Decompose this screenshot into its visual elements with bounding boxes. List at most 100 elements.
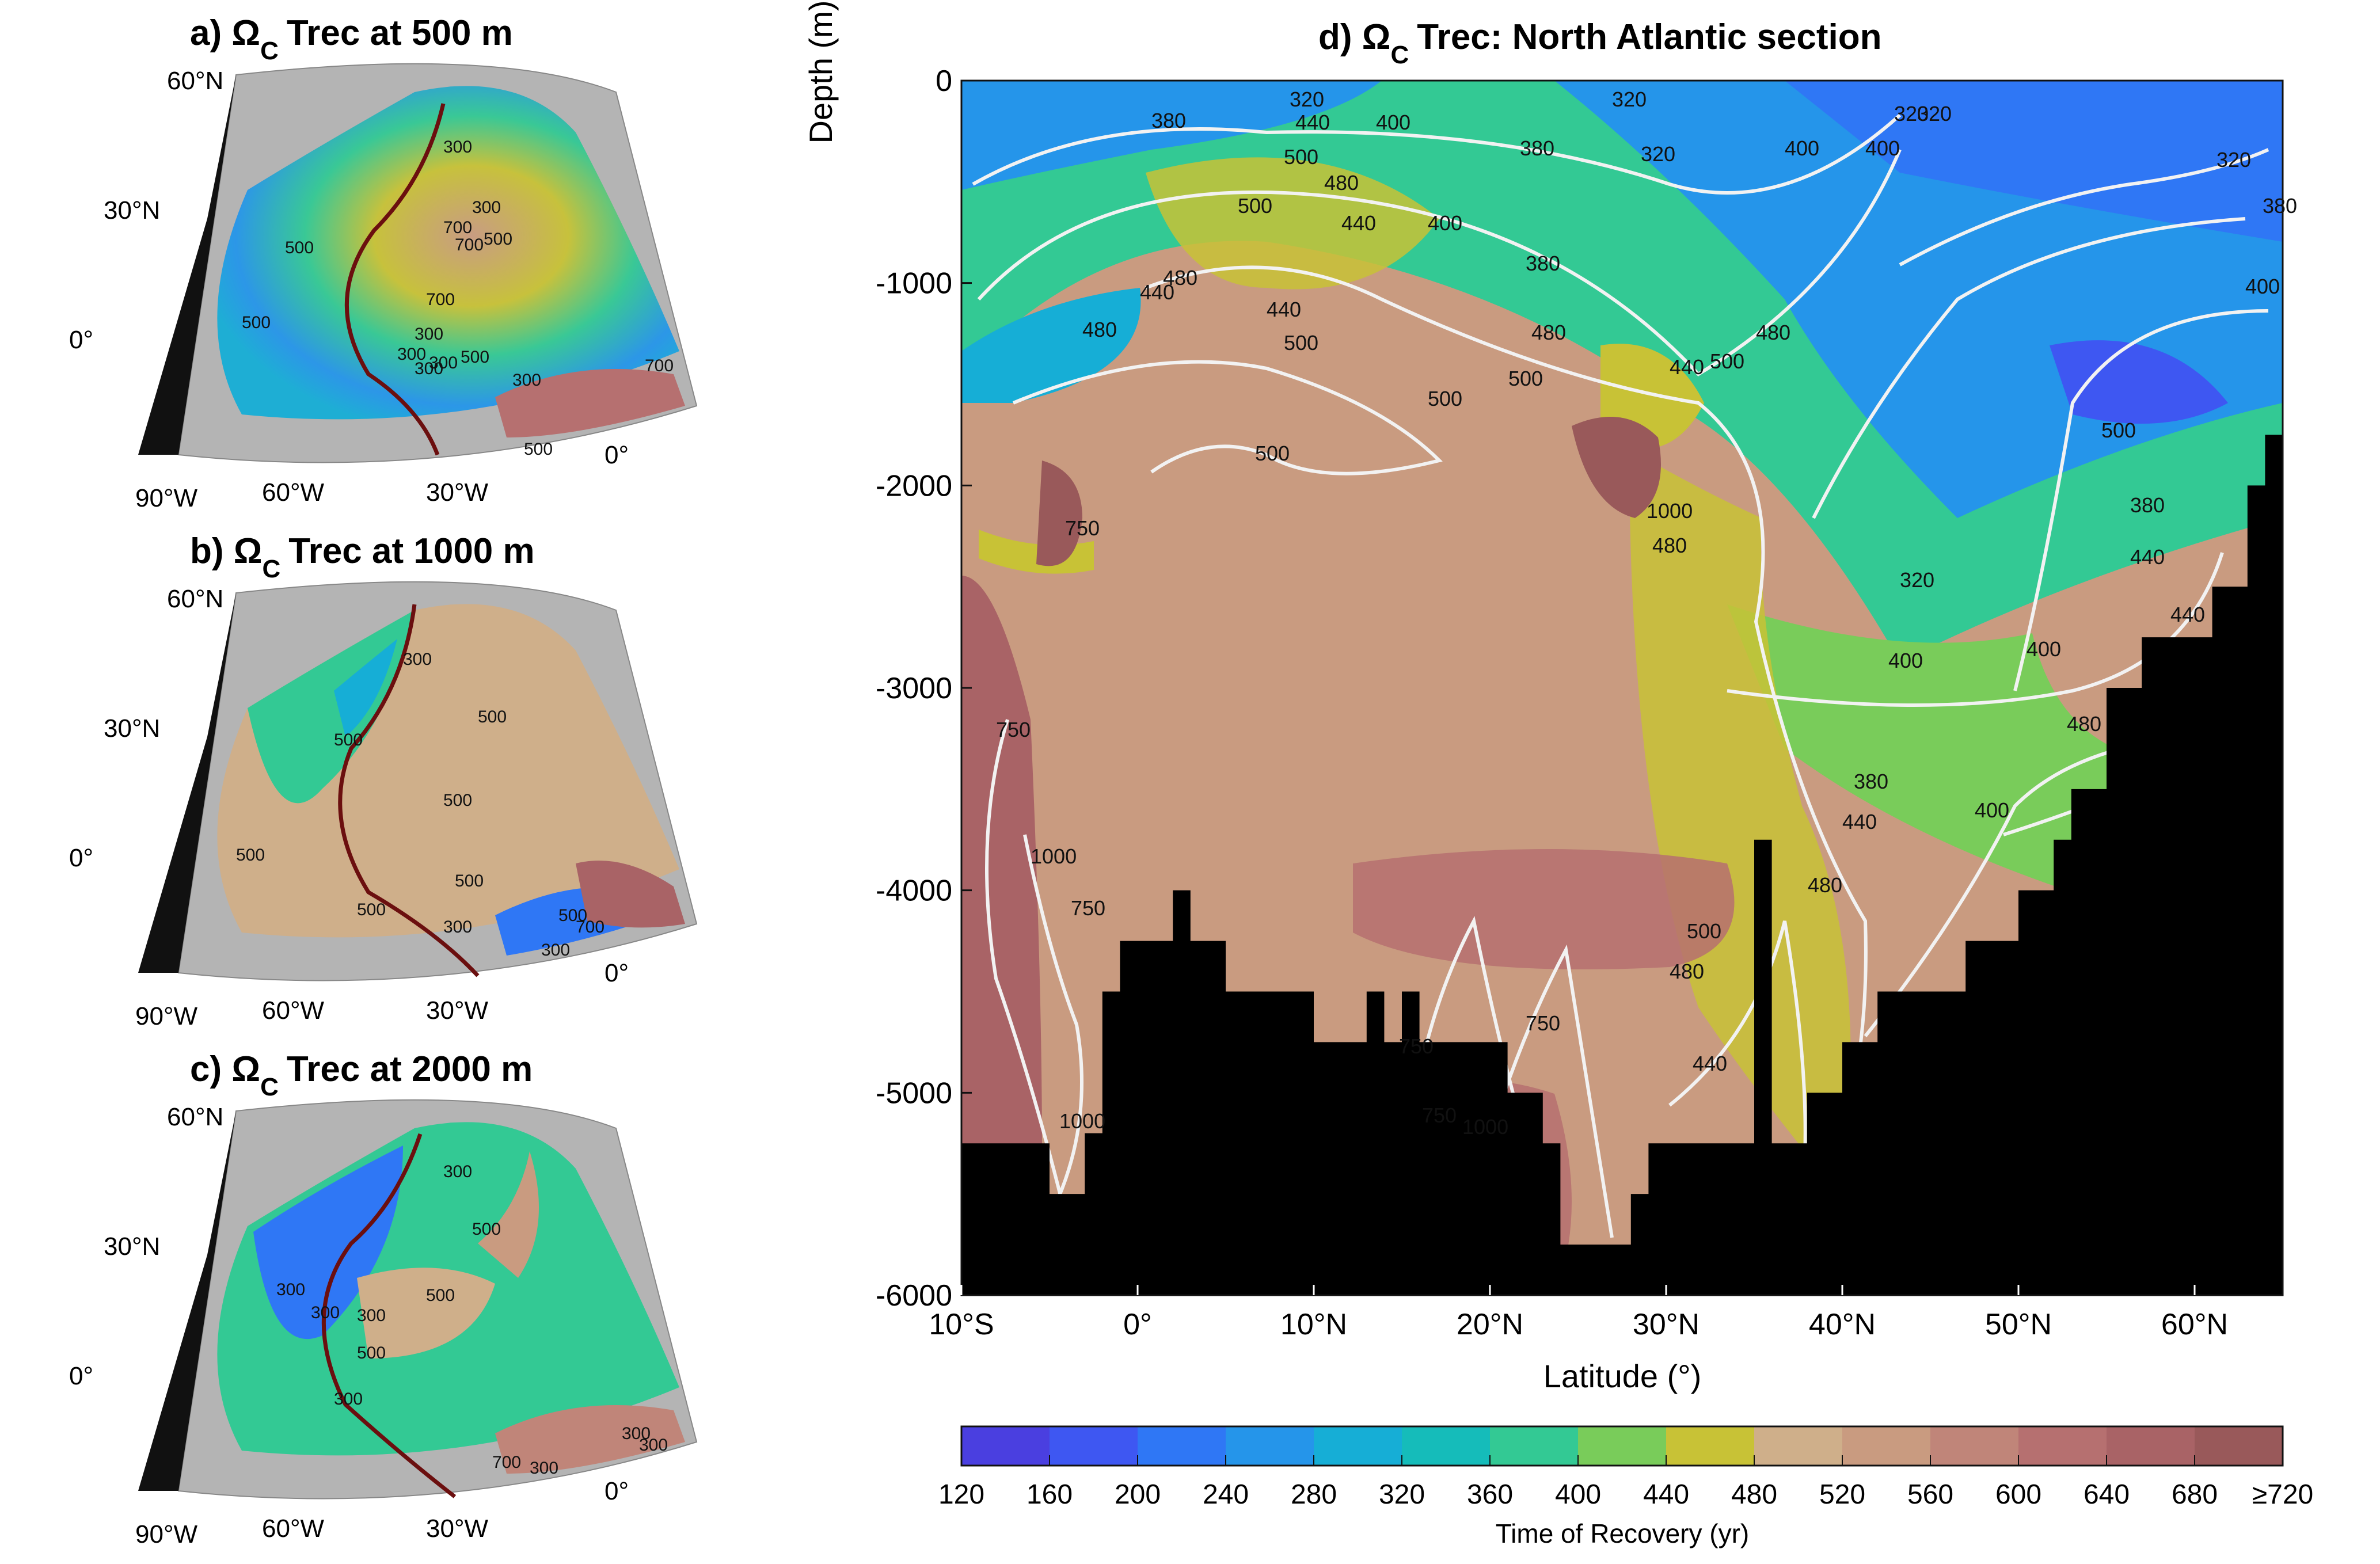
contour-label: 380 bbox=[1520, 136, 1554, 160]
panel-a-title: a) ΩC Trec at 500 m bbox=[190, 13, 513, 65]
colorbar-tick-label: 680 bbox=[2172, 1479, 2218, 1510]
svg-text:500: 500 bbox=[285, 238, 314, 257]
svg-text:700: 700 bbox=[576, 918, 604, 937]
svg-text:500: 500 bbox=[558, 906, 587, 925]
contour-label: 500 bbox=[1284, 145, 1318, 169]
contour-label: 440 bbox=[1295, 111, 1330, 134]
colorbar-tick-label: 200 bbox=[1115, 1479, 1161, 1510]
svg-text:500: 500 bbox=[455, 872, 484, 891]
colorbar-tick-label: 560 bbox=[1907, 1479, 1953, 1510]
contour-label: 400 bbox=[1975, 798, 2009, 822]
lon-90-label-a: 90°W bbox=[135, 484, 198, 512]
lat-60-label-b: 60°N bbox=[167, 585, 223, 613]
lon-60-label-c: 60°W bbox=[262, 1514, 325, 1543]
svg-text:700: 700 bbox=[443, 218, 472, 237]
contour-label: 440 bbox=[1670, 355, 1704, 379]
lat-30-label-a: 30°N bbox=[104, 196, 160, 224]
contour-label: 440 bbox=[1693, 1052, 1727, 1075]
contour-label: 380 bbox=[2263, 194, 2297, 218]
region-deep-south bbox=[961, 576, 1042, 1247]
svg-text:300: 300 bbox=[472, 198, 501, 217]
contour-label: 440 bbox=[1140, 280, 1174, 304]
contour-label: 440 bbox=[1341, 211, 1376, 235]
svg-text:300: 300 bbox=[530, 1459, 558, 1478]
map-c-section-line bbox=[321, 1133, 457, 1498]
lon-90-label-b: 90°W bbox=[135, 1002, 198, 1030]
svg-text:300: 300 bbox=[311, 1303, 340, 1322]
panel-c-title: c) ΩC Trec at 2000 m bbox=[190, 1049, 533, 1101]
colorbar-tick-label: 360 bbox=[1467, 1479, 1513, 1510]
x-tick-label: 50°N bbox=[1985, 1308, 2052, 1341]
bathymetry-seafloor bbox=[961, 435, 2283, 1295]
map-panel-c: c) ΩC Trec at 2000 m 300 500 300 300 300 … bbox=[69, 1049, 698, 1548]
contour-label: 440 bbox=[2130, 545, 2165, 569]
map-panel-a: a) ΩC Trec at 500 m 300 300 700 500 500 7… bbox=[69, 13, 698, 512]
colorbar-tick-label: 240 bbox=[1203, 1479, 1249, 1510]
colorbar-cell bbox=[1754, 1426, 1843, 1466]
panel-b-title: b) ΩC Trec at 1000 m bbox=[190, 531, 535, 583]
svg-text:300: 300 bbox=[276, 1280, 305, 1299]
x-tick-label: 0° bbox=[1123, 1308, 1152, 1341]
x-tick-label: 10°S bbox=[929, 1308, 994, 1341]
colorbar-cell bbox=[1050, 1426, 1138, 1466]
colorbar-cell bbox=[2107, 1426, 2195, 1466]
contour-label: 750 bbox=[996, 718, 1031, 741]
svg-text:500: 500 bbox=[236, 846, 265, 865]
x-axis: 10°S 0° 10°N 20°N 30°N 40°N 50°N 60°N bbox=[929, 1285, 2228, 1341]
colorbar-tick-label: 600 bbox=[1995, 1479, 2041, 1510]
contour-label: 320 bbox=[2216, 148, 2251, 172]
contour-label: 1000 bbox=[1031, 844, 1077, 868]
svg-text:500: 500 bbox=[357, 1344, 386, 1363]
colorbar-cell bbox=[1578, 1426, 1667, 1466]
contour-label: 1000 bbox=[1059, 1109, 1105, 1133]
contour-label: 480 bbox=[1808, 873, 1842, 897]
svg-text:300: 300 bbox=[443, 138, 472, 157]
region-deep-north bbox=[1572, 417, 1661, 518]
svg-text:500: 500 bbox=[524, 440, 553, 459]
lat-0-label-b: 0° bbox=[69, 844, 93, 872]
contour-label: 320 bbox=[1900, 568, 1934, 592]
y-tick-label: -6000 bbox=[876, 1279, 952, 1312]
colorbar-cell bbox=[1402, 1426, 1491, 1466]
contour-label: 400 bbox=[1888, 649, 1923, 672]
lat-30-label-c: 30°N bbox=[104, 1232, 160, 1261]
map-a-field bbox=[217, 86, 679, 420]
lon-30-label-b: 30°W bbox=[426, 996, 489, 1025]
colorbar-tick-label: 640 bbox=[2084, 1479, 2130, 1510]
svg-text:500: 500 bbox=[357, 900, 386, 919]
x-tick-label: 40°N bbox=[1809, 1308, 1876, 1341]
lon-30-label-c: 30°W bbox=[426, 1514, 489, 1543]
lat-60-label-c: 60°N bbox=[167, 1103, 223, 1131]
colorbar-tick-label: 400 bbox=[1555, 1479, 1601, 1510]
svg-text:300: 300 bbox=[443, 1162, 472, 1181]
colorbar-cell bbox=[1138, 1426, 1226, 1466]
contour-label: 500 bbox=[1284, 331, 1318, 355]
contour-label: 380 bbox=[1526, 252, 1560, 275]
svg-text:300: 300 bbox=[639, 1436, 668, 1455]
svg-text:700: 700 bbox=[645, 356, 674, 375]
colorbar-tick-label: 160 bbox=[1026, 1479, 1073, 1510]
colorbar-cell bbox=[2195, 1426, 2283, 1466]
contour-label: 500 bbox=[1508, 367, 1543, 390]
y-tick-label: -2000 bbox=[876, 469, 952, 503]
contour-label: 400 bbox=[1785, 136, 1819, 160]
colorbar-tick-label: 280 bbox=[1291, 1479, 1337, 1510]
contour-label: 320 bbox=[1612, 87, 1647, 111]
contour-label: 480 bbox=[1324, 171, 1359, 195]
section-contours bbox=[972, 113, 2276, 1238]
contour-label: 500 bbox=[2101, 418, 2136, 442]
colorbar-tick-label: 120 bbox=[938, 1479, 984, 1510]
contour-label: 400 bbox=[1865, 136, 1900, 160]
lat-60-label-a: 60°N bbox=[167, 67, 223, 95]
contour-label: 750 bbox=[1065, 516, 1100, 540]
colorbar-cell bbox=[1226, 1426, 1314, 1466]
svg-text:300: 300 bbox=[397, 345, 426, 364]
contour-label: 1000 bbox=[1647, 499, 1693, 523]
contour-label: 400 bbox=[1428, 211, 1462, 235]
x-tick-label: 60°N bbox=[2161, 1308, 2228, 1341]
y-tick-label: -1000 bbox=[876, 267, 952, 300]
colorbar-cell bbox=[2018, 1426, 2107, 1466]
colorbar-tick-label: 480 bbox=[1731, 1479, 1777, 1510]
x-tick-label: 30°N bbox=[1633, 1308, 1700, 1341]
